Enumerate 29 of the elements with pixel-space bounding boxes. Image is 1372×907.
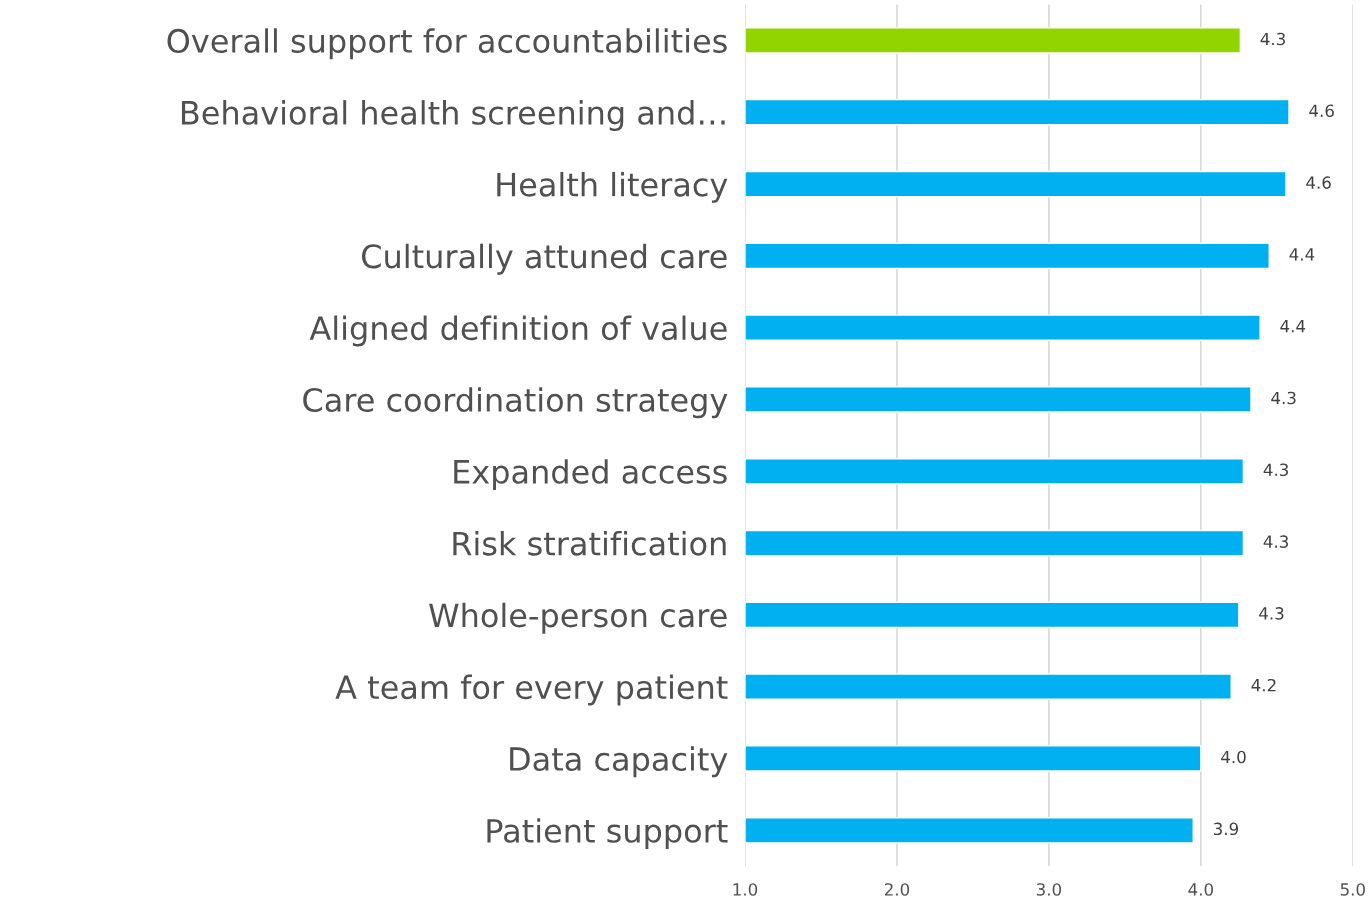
- y-tick-label: Risk stratification: [453, 530, 726, 556]
- data-label: 4.6: [1309, 104, 1334, 118]
- x-tick-label: 1.0: [733, 883, 758, 896]
- x-tick-label: 4.0: [1188, 883, 1213, 896]
- x-tick-label: 2.0: [884, 883, 910, 896]
- data-label: 4.3: [1271, 391, 1296, 405]
- data-label: 4.4: [1289, 248, 1315, 261]
- y-tick-label: Care coordination strategy: [303, 387, 728, 419]
- data-label: 4.3: [1263, 463, 1288, 477]
- y-tick-label: Overall support for accountabilities: [167, 28, 727, 60]
- x-tick-label: 3.0: [1036, 883, 1062, 896]
- y-tick-label: A team for every patient: [335, 674, 728, 706]
- data-label: 4.4: [1280, 320, 1306, 333]
- y-tick-label: Expanded access: [454, 459, 727, 491]
- y-tick-label: Health literacy: [497, 171, 728, 203]
- y-tick-label: Culturally attuned care: [362, 243, 727, 275]
- data-label: 3.9: [1213, 822, 1239, 836]
- y-tick-label: Whole-person care: [429, 602, 727, 634]
- data-label: 4.2: [1251, 678, 1276, 692]
- data-label: 4.3: [1260, 32, 1285, 46]
- y-tick-label: Patient support: [487, 818, 728, 850]
- data-label: 4.3: [1263, 535, 1288, 548]
- y-tick-label: Data capacity: [510, 746, 728, 778]
- data-label: 4.0: [1221, 750, 1246, 764]
- x-tick-label: 5.0: [1340, 883, 1365, 896]
- y-tick-label: Aligned definition of value: [309, 315, 727, 347]
- y-tick-label: Behavioral health screening and…: [181, 100, 725, 132]
- data-label: 4.3: [1259, 607, 1284, 620]
- data-label: 4.6: [1306, 176, 1331, 189]
